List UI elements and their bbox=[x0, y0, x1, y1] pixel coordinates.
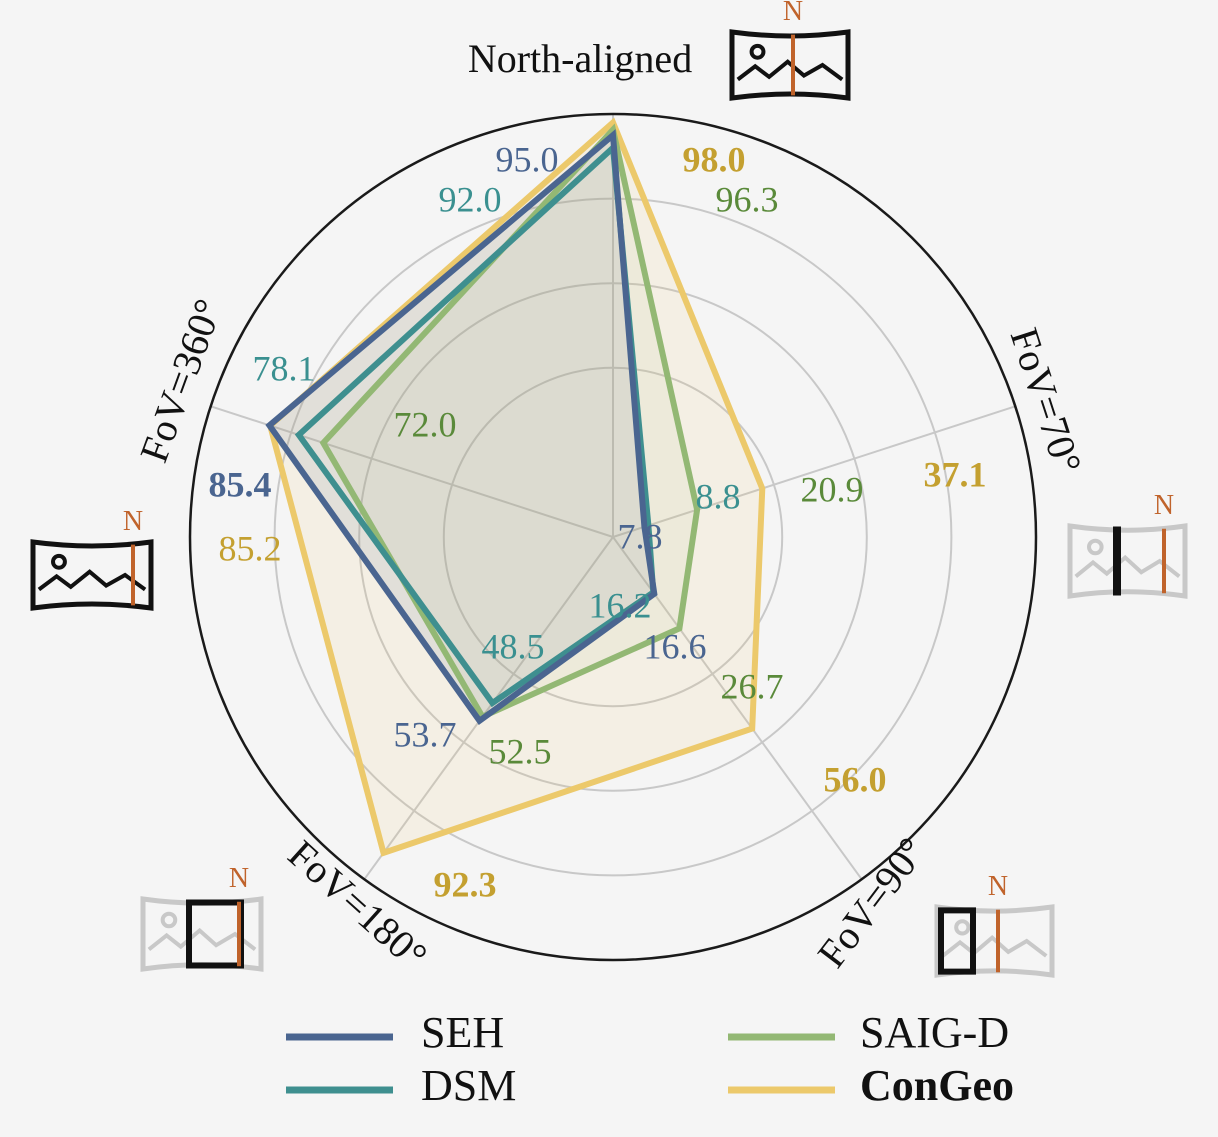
legend-label: ConGeo bbox=[860, 1061, 1014, 1110]
series-line-dsm bbox=[294, 141, 657, 708]
panorama-icons: N N N N N bbox=[30, 0, 1188, 978]
svg-text:N: N bbox=[988, 871, 1008, 902]
fov180-panorama-icon: N bbox=[140, 863, 264, 972]
data-label: 16.2 bbox=[589, 585, 652, 625]
data-label: 78.1 bbox=[253, 348, 316, 388]
series-fill-congeo bbox=[270, 122, 763, 853]
svg-text:N: N bbox=[229, 863, 249, 894]
legend-label: DSM bbox=[421, 1061, 516, 1110]
series-fill-saig-d bbox=[323, 129, 698, 717]
data-label: 20.9 bbox=[801, 469, 864, 509]
axis-label: FoV=180° bbox=[280, 831, 436, 978]
series-fill-seh bbox=[269, 135, 655, 721]
legend-label: SEH bbox=[421, 1008, 504, 1057]
outer-ring bbox=[188, 112, 1038, 962]
data-label: 48.5 bbox=[482, 626, 545, 666]
north-aligned-panorama-icon: N bbox=[729, 0, 851, 101]
data-label: 85.4 bbox=[209, 464, 272, 504]
legend-item-saig-d: SAIG-D bbox=[728, 1008, 1009, 1057]
data-labels: 95.092.0 98.096.3 8.8 20.9 37.1 7.8 16.216.6 26… bbox=[209, 139, 987, 904]
svg-text:N: N bbox=[123, 506, 143, 537]
spoke-2 bbox=[612, 405, 1016, 538]
axis-label: North-aligned bbox=[468, 36, 692, 81]
legend-item-dsm: DSM bbox=[286, 1061, 516, 1110]
data-label: 7.8 bbox=[618, 516, 663, 556]
fov70-panorama-icon: N bbox=[1067, 490, 1188, 599]
data-label: 92.0 bbox=[439, 179, 502, 219]
spoke-5 bbox=[210, 405, 614, 538]
data-label: 8.8 bbox=[696, 476, 741, 516]
fov360-panorama-icon: N bbox=[30, 506, 154, 611]
data-label: 37.1 bbox=[924, 454, 987, 494]
data-label: 52.5 bbox=[489, 731, 552, 771]
data-label: 96.3 bbox=[716, 179, 779, 219]
svg-text:N: N bbox=[1154, 490, 1174, 521]
data-label: 26.7 bbox=[721, 666, 784, 706]
data-label: 98.0 bbox=[683, 139, 746, 179]
legend: SEH SAIG-D DSM ConGeo bbox=[286, 1008, 1014, 1110]
axis-label: FoV=360° bbox=[131, 293, 231, 468]
series-polygons bbox=[265, 117, 766, 857]
data-label: 72.0 bbox=[394, 404, 457, 444]
axis-label: FoV=70° bbox=[1002, 323, 1091, 479]
legend-item-congeo: ConGeo bbox=[728, 1061, 1014, 1110]
data-label: 85.2 bbox=[219, 528, 282, 568]
fov90-panorama-icon: N bbox=[934, 871, 1055, 978]
data-label: 53.7 bbox=[394, 714, 457, 754]
legend-item-seh: SEH bbox=[286, 1008, 504, 1057]
series-line-seh bbox=[265, 129, 658, 726]
data-label: 95.0 bbox=[496, 139, 559, 179]
series-line-saig-d bbox=[319, 123, 701, 721]
spoke-4 bbox=[363, 536, 614, 880]
legend-label: SAIG-D bbox=[860, 1008, 1009, 1057]
data-label: 16.6 bbox=[644, 626, 707, 666]
data-label: 56.0 bbox=[824, 759, 887, 799]
data-label: 92.3 bbox=[434, 864, 497, 904]
svg-text:N: N bbox=[783, 0, 803, 27]
